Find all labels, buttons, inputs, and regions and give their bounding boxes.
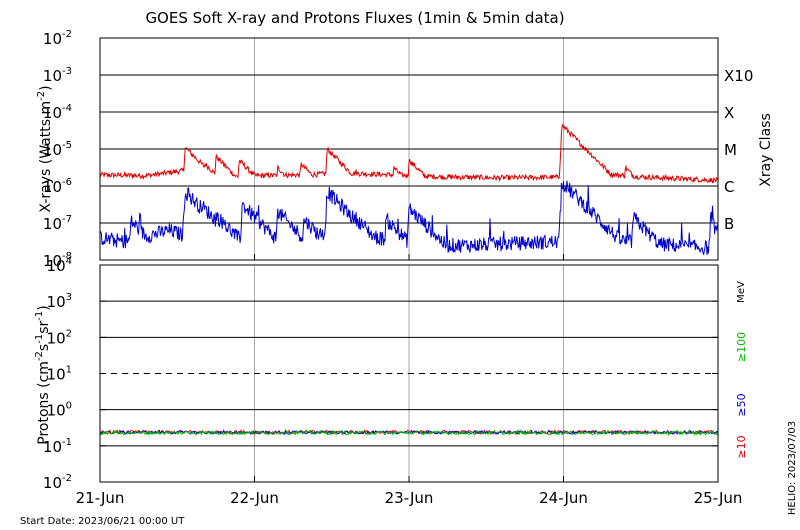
proton-ylabel-mid2: sr (36, 320, 52, 333)
x-tick-label: 23-Jun (385, 489, 434, 507)
x-tick-label: 22-Jun (230, 489, 279, 507)
y-tick-label: 10-3 (43, 66, 72, 85)
helio-date: HELIO: 2023/07/03 (787, 421, 798, 515)
proton-panel: 10-2 10-1 100 101 102 103 104 (43, 256, 719, 492)
xray-series-red (99, 123, 719, 184)
mev-label: MeV (736, 281, 747, 303)
y-tick-label: 10-8 (43, 251, 72, 270)
xray-series-blue (99, 180, 719, 255)
x-axis: 21-Jun 22-Jun 23-Jun 24-Jun 25-Jun (76, 254, 743, 507)
y-tick-label: 10-2 (43, 29, 72, 48)
proton-series-green (99, 429, 719, 436)
xray-ylabel-sup: -2 (36, 91, 47, 101)
proton-ylabel-sup2: -1 (34, 334, 45, 344)
xray-class-x10: X10 (724, 67, 753, 85)
y-tick-label: 10-4 (43, 103, 72, 122)
y-tick-label: 100 (47, 401, 72, 420)
x-tick-label: 24-Jun (539, 489, 588, 507)
y-tick-label: 10-1 (43, 437, 72, 456)
energy-label: ≥10 (735, 435, 748, 458)
proton-ylabel-mid: s (36, 344, 52, 351)
y-tick-label: 104 (47, 256, 72, 275)
xray-class-label: Xray Class (758, 113, 774, 187)
y-tick-label: 103 (47, 292, 72, 311)
proton-ylabel: Protons (cm-2s-1sr-1) (34, 305, 52, 444)
energy-label: ≥100 (735, 332, 748, 362)
energy-labels: ≥100 ≥50 ≥10 (735, 332, 748, 459)
xray-class-c: C (724, 178, 734, 196)
y-tick-label: 101 (47, 365, 72, 384)
y-tick-label: 102 (47, 328, 72, 347)
x-tick-label: 21-Jun (76, 489, 125, 507)
proton-ylabel-pre: Protons (cm (36, 361, 52, 445)
energy-label: ≥50 (735, 393, 748, 416)
proton-ylabel-post: ) (36, 305, 52, 310)
y-tick-label: 10-6 (43, 177, 72, 196)
y-tick-label: 10-2 (43, 473, 72, 492)
xray-ylabel-post: ) (38, 85, 54, 90)
start-date: Start Date: 2023/06/21 00:00 UT (20, 516, 185, 527)
xray-class-b: B (724, 215, 734, 233)
y-tick-label: 10-5 (43, 140, 72, 159)
proton-ylabel-sup3: -1 (34, 311, 45, 321)
x-tick-label: 25-Jun (694, 489, 743, 507)
xray-class-m: M (724, 141, 737, 159)
proton-ylabel-sup1: -2 (34, 351, 45, 361)
xray-class-x: X (724, 104, 734, 122)
chart-title: GOES Soft X-ray and Protons Fluxes (1min… (145, 9, 564, 27)
y-tick-label: 10-7 (43, 214, 72, 233)
xray-ylabel: X-rays (Watts m-2) (36, 85, 54, 212)
xray-ylabel-pre: X-rays (Watts m (38, 101, 54, 213)
xray-panel: 10-8 10-7 10-6 10-5 10-4 10-3 10-2 B C M X X10 (43, 29, 753, 270)
